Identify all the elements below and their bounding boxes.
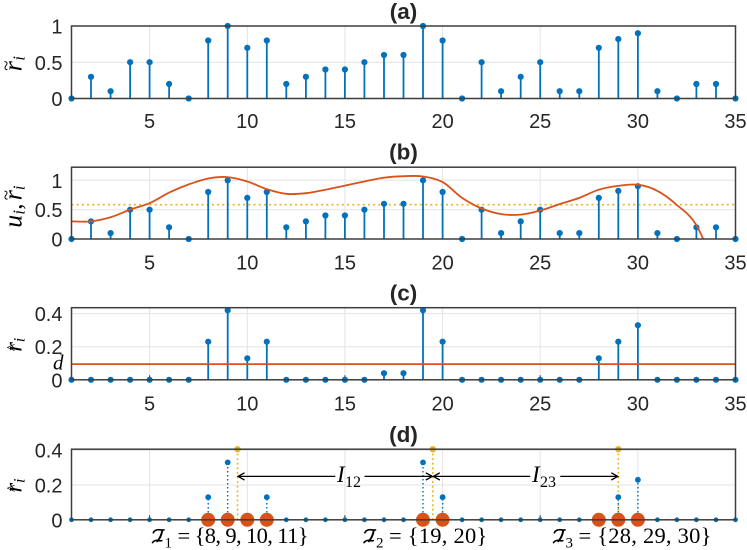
svg-text:20: 20 <box>431 111 453 133</box>
svg-text:i: i <box>12 479 29 483</box>
svg-text:(a): (a) <box>390 0 418 24</box>
svg-text:2: 2 <box>376 536 384 550</box>
svg-text:= {19, 20}: = {19, 20} <box>389 523 487 548</box>
svg-text:1: 1 <box>51 17 62 39</box>
svg-text:u: u <box>0 215 28 228</box>
svg-text:r: r <box>1 342 28 352</box>
svg-text:I: I <box>531 462 541 487</box>
svg-text:r: r <box>1 483 28 493</box>
svg-text:15: 15 <box>334 111 356 133</box>
svg-text:1: 1 <box>51 171 62 193</box>
svg-text:0: 0 <box>51 89 62 111</box>
svg-text:= {28, 29, 30}: = {28, 29, 30} <box>579 523 712 548</box>
svg-text:i: i <box>10 56 29 61</box>
svg-text:~: ~ <box>0 61 17 71</box>
svg-text:= {8, 9, 10, 11}: = {8, 9, 10, 11} <box>178 523 308 548</box>
svg-text:0: 0 <box>51 370 62 392</box>
svg-text:3: 3 <box>566 536 574 550</box>
svg-text:i: i <box>10 185 29 190</box>
svg-text:30: 30 <box>627 394 649 416</box>
svg-text:i: i <box>12 338 29 342</box>
svg-text:0: 0 <box>51 510 62 532</box>
svg-text:23: 23 <box>540 474 556 491</box>
svg-text:0.5: 0.5 <box>35 53 63 75</box>
svg-text:15: 15 <box>334 253 356 275</box>
svg-text:5: 5 <box>144 111 155 133</box>
svg-text:1: 1 <box>165 536 173 550</box>
svg-text:35: 35 <box>724 253 746 275</box>
svg-text:(c): (c) <box>390 280 418 305</box>
svg-text:0.4: 0.4 <box>35 441 63 463</box>
svg-text:0.5: 0.5 <box>35 200 63 222</box>
svg-text:35: 35 <box>724 111 746 133</box>
svg-text:12: 12 <box>345 474 361 491</box>
svg-text:r: r <box>0 60 28 71</box>
svg-text:10: 10 <box>236 111 258 133</box>
svg-text:10: 10 <box>236 253 258 275</box>
svg-text:(d): (d) <box>389 422 418 447</box>
svg-text:I: I <box>336 462 346 487</box>
svg-text:20: 20 <box>431 253 453 275</box>
svg-text:~: ~ <box>0 190 17 200</box>
svg-text:35: 35 <box>724 394 746 416</box>
svg-text:0: 0 <box>51 230 62 252</box>
svg-text:^: ^ <box>4 343 21 351</box>
svg-text:0.4: 0.4 <box>35 304 63 326</box>
svg-text:^: ^ <box>4 484 21 492</box>
svg-text:25: 25 <box>529 253 551 275</box>
svg-text:25: 25 <box>529 394 551 416</box>
svg-text:5: 5 <box>144 394 155 416</box>
svg-text:0.2: 0.2 <box>35 337 63 359</box>
svg-text:0.2: 0.2 <box>35 476 63 498</box>
svg-text:10: 10 <box>236 394 258 416</box>
svg-text:30: 30 <box>627 253 649 275</box>
svg-text:15: 15 <box>334 394 356 416</box>
svg-text:r: r <box>0 189 28 200</box>
svg-text:(b): (b) <box>389 140 418 165</box>
svg-text:i: i <box>10 210 29 215</box>
svg-text:,: , <box>1 204 28 210</box>
svg-text:25: 25 <box>529 111 551 133</box>
svg-text:5: 5 <box>144 253 155 275</box>
svg-text:20: 20 <box>431 394 453 416</box>
svg-text:30: 30 <box>627 111 649 133</box>
svg-text:d: d <box>53 351 64 375</box>
